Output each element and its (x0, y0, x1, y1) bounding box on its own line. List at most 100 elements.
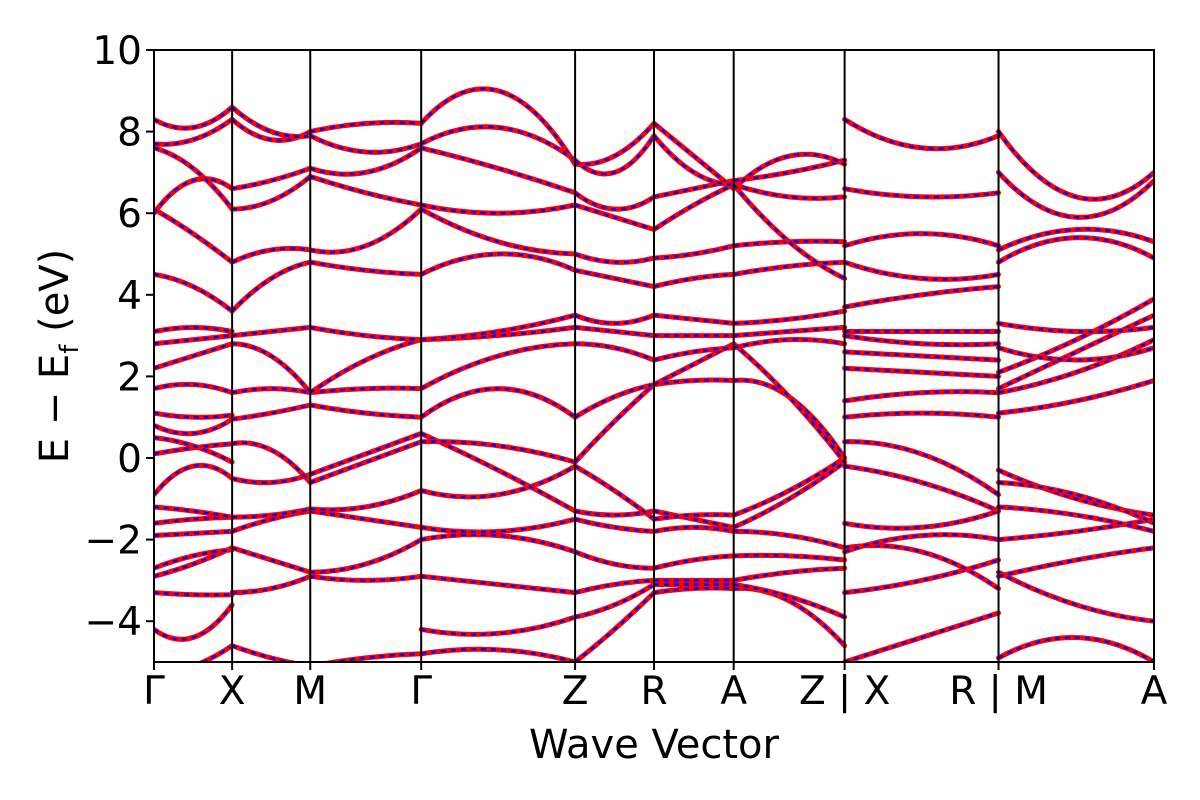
high-symmetry-lines (231, 50, 1000, 662)
band-Γ-X-7-overlay (154, 505, 233, 519)
band-A-Z-11-overlay (733, 309, 845, 325)
band-Γ-X-1-primary (154, 602, 235, 642)
band-Γ-X-12-overlay (154, 411, 233, 419)
band-Γ-Z-17-overlay (420, 125, 576, 162)
band-Z-R-13-overlay (574, 252, 655, 264)
band-X-R-4-primary (842, 508, 1001, 531)
band-R-A-7-overlay (653, 378, 734, 386)
band-X-M-0-overlay (231, 644, 295, 662)
x-tick-label-0: Γ (143, 669, 165, 714)
band-M-Γ-0-primary (319, 651, 424, 662)
band-X-R-10-primary (842, 349, 1001, 363)
band-Z-R-12-overlay (574, 269, 655, 288)
band-Z-R-3-primary (572, 549, 657, 571)
band-X-R-9-primary (842, 365, 1001, 379)
band-A-Z-2-overlay (733, 566, 845, 582)
band-Γ-X-8-primary (154, 462, 235, 498)
band-M-Γ-11-overlay (310, 260, 422, 276)
band-M-Γ-13-primary (307, 174, 424, 208)
band-Γ-X-8-overlay (154, 464, 233, 496)
band-M-Γ-12-primary (307, 206, 424, 255)
band-M-Γ-2-overlay (310, 538, 422, 574)
band-X-M-2-overlay (231, 546, 311, 574)
band-X-M-12-overlay (231, 247, 311, 264)
band-Γ-Z-9-overlay (420, 342, 576, 390)
band-R-A-12-overlay (653, 273, 734, 288)
band-Γ-X-20-overlay (154, 146, 234, 210)
band-M-Γ-16-primary (307, 133, 424, 155)
band-Z-R-16-primary (572, 120, 657, 168)
band-Γ-Z-7-primary (418, 439, 578, 465)
band-A-Z-7-primary (731, 377, 848, 461)
band-X-R-13-primary (842, 284, 1001, 310)
y-tick-label-0: −4 (85, 600, 143, 645)
y-axis-label-main: E − E (32, 354, 78, 464)
band-Γ-X-16-overlay (154, 326, 233, 333)
band-Z-R-17-overlay (574, 135, 656, 176)
band-Γ-X-4-overlay (154, 548, 233, 570)
band-X-R-0-overlay (844, 611, 999, 662)
band-Γ-Z-12-primary (418, 251, 578, 277)
y-axis-label: E − Ef (eV) (32, 249, 85, 464)
band-Γ-Z-14-primary (418, 202, 578, 216)
y-tick-label-7: 10 (92, 29, 142, 74)
band-M-A-13-overlay (997, 236, 1154, 264)
band-Z-R-15-overlay (574, 191, 655, 211)
band-Γ-X-1-overlay (154, 604, 234, 641)
band-X-M-16-primary (229, 104, 313, 140)
band-Γ-X-14-overlay (154, 342, 233, 370)
band-M-Γ-15-overlay (310, 121, 422, 133)
band-Γ-Z-0-primary (418, 646, 578, 662)
band-A-Z-5-primary (731, 459, 848, 530)
band-A-Z-7-overlay (733, 378, 846, 459)
band-M-Γ-9-primary (307, 337, 424, 396)
band-M-A-0-overlay (997, 636, 1154, 662)
band-A-Z-6-overlay (733, 456, 846, 517)
band-A-Z-10-overlay (733, 326, 845, 337)
band-X-M-13-overlay (232, 175, 312, 211)
band-M-A-15-overlay (997, 171, 1154, 219)
band-X-R-11-primary (842, 333, 1001, 348)
band-Z-R-9-overlay (575, 342, 655, 362)
band-M-Γ-5-overlay (309, 432, 422, 476)
band-Γ-Z-13-overlay (420, 208, 576, 256)
band-Γ-X-11-primary (154, 416, 235, 437)
y-axis-label-unit: (eV) (32, 249, 78, 345)
band-lines (154, 86, 1154, 662)
y-tick-label-4: 4 (117, 274, 142, 319)
band-M-A-4-primary (996, 504, 1154, 534)
band-A-Z-8-primary (731, 341, 848, 465)
band-M-Γ-12-overlay (310, 208, 423, 254)
band-M-Γ-10-overlay (310, 326, 422, 341)
band-M-A-10-overlay (998, 297, 1154, 374)
x-tick-label-3: Γ (410, 669, 432, 714)
band-A-Z-8-overlay (732, 342, 846, 463)
band-X-M-6-overlay (231, 441, 312, 484)
band-Z-R-16-overlay (574, 122, 655, 166)
band-R-A-17-overlay (653, 134, 734, 186)
band-A-Z-14-overlay (733, 183, 845, 200)
x-tick-label-4: Z (562, 669, 589, 714)
band-M-A-11-primary (996, 345, 1154, 363)
band-Γ-Z-8-primary (418, 386, 578, 420)
band-X-M-9-primary (229, 341, 313, 396)
y-tick-label-6: 8 (117, 111, 142, 156)
band-R-A-0-overlay (653, 586, 734, 594)
band-Z-R-11-overlay (574, 314, 655, 325)
band-R-A-6-overlay (653, 513, 734, 521)
band-M-A-8-overlay (998, 338, 1154, 394)
band-R-A-14-overlay (653, 183, 735, 231)
band-Γ-X-19-overlay (154, 177, 233, 214)
band-R-A-3-overlay (653, 554, 734, 570)
band-Γ-X-10-overlay (154, 436, 233, 464)
band-Z-R-3-overlay (574, 550, 655, 570)
band-M-Γ-2-primary (307, 537, 424, 575)
band-A-Z-12-overlay (733, 260, 845, 276)
y-axis-label-sub: f (55, 344, 85, 354)
band-R-A-11-overlay (653, 313, 734, 325)
band-X-M-14-overlay (231, 167, 311, 190)
band-Γ-Z-4-primary (418, 516, 578, 535)
band-Γ-Z-9-primary (418, 341, 578, 392)
band-X-M-15-overlay (231, 118, 311, 142)
band-M-A-14-overlay (997, 228, 1154, 252)
